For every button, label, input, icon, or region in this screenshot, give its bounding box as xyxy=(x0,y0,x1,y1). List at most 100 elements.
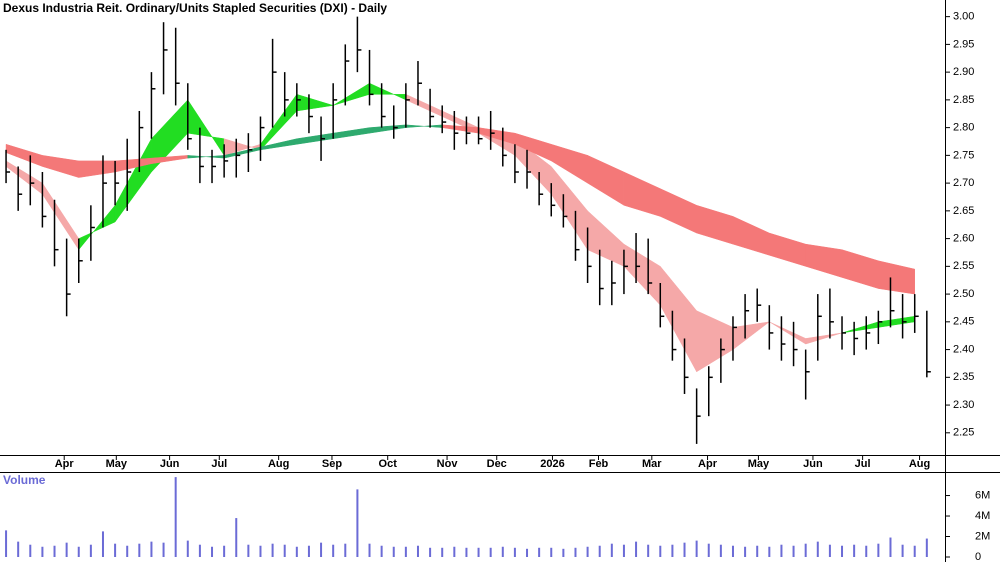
x-tick-label: Jul xyxy=(855,458,871,470)
volume-bar xyxy=(477,547,480,557)
volume-bar xyxy=(380,545,383,557)
volume-bar xyxy=(295,546,298,557)
volume-bar xyxy=(271,543,274,557)
x-tick-label: Jul xyxy=(211,458,227,470)
volume-bar xyxy=(901,544,904,557)
volume-bar xyxy=(550,547,553,557)
volume-bar xyxy=(126,545,129,557)
volume-bar xyxy=(780,544,783,557)
volume-bar xyxy=(453,546,456,557)
x-tick-label: Nov xyxy=(437,458,459,470)
volume-bar xyxy=(320,542,323,557)
volume-bar xyxy=(925,538,928,557)
volume-bar xyxy=(598,545,601,557)
volume-bar xyxy=(647,544,650,557)
ma-band xyxy=(878,260,915,295)
y-tick-label: 2.45 xyxy=(953,316,974,328)
volume-bar xyxy=(671,544,674,557)
volume-bar xyxy=(913,545,916,557)
volume-bar xyxy=(29,544,32,557)
volume-bar xyxy=(174,477,177,557)
volume-bar xyxy=(65,542,68,557)
volume-bar xyxy=(404,546,407,557)
y-tick-label: 2.50 xyxy=(953,288,974,300)
x-tick-label: Apr xyxy=(698,458,718,470)
volume-bar xyxy=(889,537,892,557)
volume-bar xyxy=(756,545,759,557)
y-tick-label: 4M xyxy=(975,510,990,522)
y-tick-label: 3.00 xyxy=(953,11,974,23)
volume-bar xyxy=(441,547,444,557)
volume-bar xyxy=(283,544,286,557)
volume-bar xyxy=(5,530,8,557)
volume-bar xyxy=(501,546,504,557)
volume-bar xyxy=(828,544,831,557)
volume-bar xyxy=(465,547,468,557)
volume-bar xyxy=(683,542,686,557)
volume-bar xyxy=(41,546,44,557)
x-tick-label: Jun xyxy=(160,458,180,470)
y-tick-label: 2.95 xyxy=(953,38,974,50)
volume-bar xyxy=(235,518,238,557)
volume-bar xyxy=(695,540,698,557)
x-tick-label: Mar xyxy=(642,458,662,470)
volume-bar xyxy=(368,543,371,557)
x-tick-label: Oct xyxy=(379,458,398,470)
volume-bar xyxy=(865,545,868,557)
volume-bar xyxy=(392,546,395,557)
x-tick-label: 2026 xyxy=(540,458,564,470)
volume-bar xyxy=(622,544,625,557)
volume-bar xyxy=(744,546,747,557)
volume-bar xyxy=(429,547,432,557)
volume-bar xyxy=(610,543,613,557)
x-tick-label: Dec xyxy=(487,458,507,470)
x-tick-label: May xyxy=(748,458,770,470)
y-tick-label: 2.65 xyxy=(953,205,974,217)
volume-bar xyxy=(562,548,565,557)
volume-bar xyxy=(731,545,734,557)
x-tick-label: Feb xyxy=(589,458,609,470)
x-tick-label: May xyxy=(106,458,128,470)
volume-bar xyxy=(804,543,807,557)
y-tick-label: 2.60 xyxy=(953,233,974,245)
volume-bar xyxy=(792,545,795,557)
volume-bar xyxy=(719,544,722,557)
volume-bar xyxy=(816,541,819,557)
y-tick-label: 2.30 xyxy=(953,399,974,411)
volume-bar xyxy=(877,543,880,557)
volume-bar xyxy=(89,544,92,557)
y-tick-label: 2M xyxy=(975,530,990,542)
volume-bar xyxy=(17,541,20,557)
y-tick-label: 2.40 xyxy=(953,343,974,355)
chart-title: Dexus Industria Reit. Ordinary/Units Sta… xyxy=(3,1,387,15)
volume-bar xyxy=(356,489,359,557)
volume-bar xyxy=(307,545,310,557)
volume-bar xyxy=(344,543,347,557)
ma-band xyxy=(805,332,843,345)
volume-bar xyxy=(768,546,771,557)
volume-bar xyxy=(53,545,56,557)
volume-bar xyxy=(489,547,492,557)
volume-bar xyxy=(513,547,516,557)
volume-bar xyxy=(150,541,153,557)
x-tick-label: Apr xyxy=(55,458,75,470)
volume-bar xyxy=(586,546,589,557)
y-tick-label: 2.70 xyxy=(953,177,974,189)
y-tick-label: 6M xyxy=(975,489,990,501)
y-tick-label: 2.25 xyxy=(953,427,974,439)
volume-title: Volume xyxy=(3,473,46,487)
volume-bar xyxy=(707,543,710,557)
volume-bar xyxy=(635,541,638,557)
volume-bar xyxy=(416,545,419,557)
volume-bar xyxy=(114,543,117,557)
volume-bar xyxy=(198,544,201,557)
volume-bar xyxy=(574,547,577,557)
y-tick-label: 2.80 xyxy=(953,122,974,134)
volume-bar xyxy=(211,546,214,557)
y-tick-label: 0 xyxy=(975,551,981,562)
volume-bar xyxy=(259,545,262,557)
x-tick-label: Sep xyxy=(322,458,342,470)
